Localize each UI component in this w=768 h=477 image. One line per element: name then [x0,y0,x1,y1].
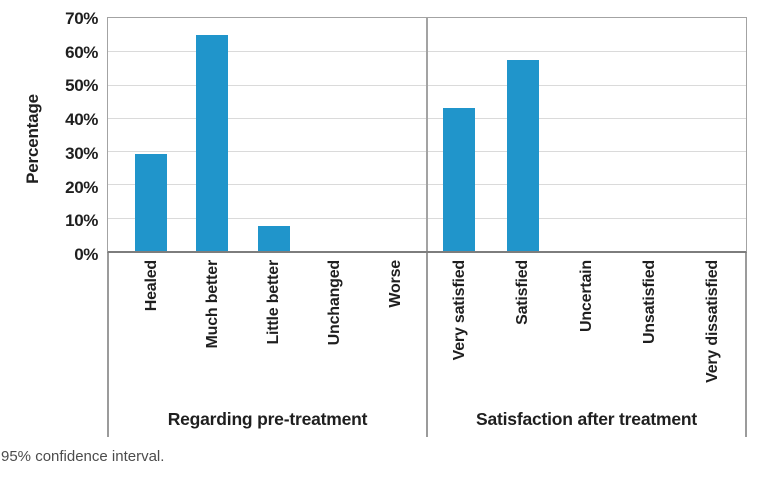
category-label-healed: Healed [142,260,160,312]
y-axis-title: Percentage [23,94,42,184]
figure-caption: 95% confidence interval. [1,448,165,465]
y-tick-label-50: 50% [65,76,98,96]
bar-little-better [257,226,290,251]
group-divider-line [426,18,428,251]
x-axis-label-area: Healed Much better Little better Unchanged W… [107,253,747,437]
bar-satisfied [506,59,539,251]
category-label-much-better: Much better [203,260,221,349]
category-label-uncertain: Uncertain [577,260,595,332]
category-slot-satisfied: Satisfied [491,253,554,409]
group-section-satisfaction: Very satisfied Satisfied Uncertain Unsatisf… [426,253,747,437]
y-tick-label-70: 70% [65,9,98,28]
y-tick-label-10: 10% [65,211,98,231]
bar-slot-little-better [243,18,304,251]
category-label-very-satisfied: Very satisfied [450,260,468,361]
group-title-satisfaction: Satisfaction after treatment [476,409,697,429]
category-label-satisfied: Satisfied [514,260,532,325]
bar-slot-healed [120,18,181,251]
group-title-pretreatment: Regarding pre-treatment [167,409,368,429]
category-label-very-dissatisfied: Very dissatisfied [704,260,722,383]
category-slot-worse: Worse [365,253,426,409]
bar-slot-very-dissatisfied [682,18,746,251]
bars-group-satisfaction [427,18,746,251]
plot-area [107,17,747,253]
bar-slot-uncertain [555,18,619,251]
y-tick-label-0: 0% [74,245,98,264]
category-slot-uncertain: Uncertain [555,253,618,409]
y-tick-label-20: 20% [65,177,98,197]
category-slot-little-better: Little better [243,253,304,409]
category-slot-healed: Healed [121,253,182,409]
bar-slot-very-satisfied [427,18,491,251]
category-slot-unsatisfied: Unsatisfied [618,253,681,409]
category-label-little-better: Little better [264,260,282,345]
category-slot-very-satisfied: Very satisfied [428,253,491,409]
y-tick-label-30: 30% [65,143,98,163]
bar-very-satisfied [442,107,475,251]
bar-slot-worse [366,18,427,251]
category-labels-pretreatment: Healed Much better Little better Unchanged W… [109,253,426,409]
group-section-pretreatment: Healed Much better Little better Unchanged W… [107,253,426,437]
category-slot-very-dissatisfied: Very dissatisfied [682,253,745,409]
bar-slot-unchanged [304,18,365,251]
bar-slot-unsatisfied [618,18,682,251]
category-labels-satisfaction: Very satisfied Satisfied Uncertain Unsatisf… [428,253,745,409]
bar-slot-much-better [181,18,242,251]
category-label-unchanged: Unchanged [325,260,343,346]
category-label-worse: Worse [386,260,404,308]
y-tick-label-40: 40% [65,110,98,130]
category-slot-unchanged: Unchanged [304,253,365,409]
category-slot-much-better: Much better [182,253,243,409]
bar-much-better [196,34,229,251]
bar-slot-satisfied [491,18,555,251]
bar-healed [134,154,167,251]
y-tick-label-60: 60% [65,42,98,62]
bars-group-pretreatment [108,18,427,251]
category-label-unsatisfied: Unsatisfied [640,260,658,345]
